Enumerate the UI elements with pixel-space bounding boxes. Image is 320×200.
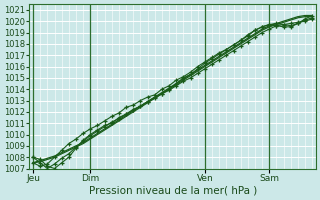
X-axis label: Pression niveau de la mer( hPa ): Pression niveau de la mer( hPa ) — [89, 186, 257, 196]
